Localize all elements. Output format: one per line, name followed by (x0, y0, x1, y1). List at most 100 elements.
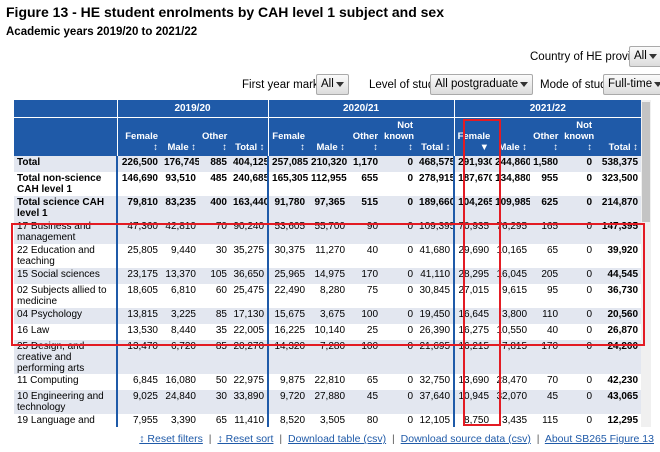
table-cell: 240,685 (233, 173, 269, 184)
table-cell: 0 (381, 268, 417, 284)
table-cell: 655 (361, 173, 379, 184)
table-cell: 70 (199, 220, 230, 244)
table-cell: 29,690 (453, 244, 493, 268)
table-cell: 10,550 (496, 325, 528, 336)
table-cell: 0 (407, 245, 414, 256)
table-cell: 0 (407, 415, 414, 426)
col-2020-male[interactable]: Male ↕ (308, 117, 349, 156)
col-2019-male[interactable]: Male ↕ (161, 117, 199, 156)
col-2021-not-known[interactable]: Not known ↕ (561, 117, 596, 156)
table-cell: 9,720 (267, 390, 309, 414)
col-2019-female[interactable]: Female ↕ (116, 117, 161, 156)
col-2021-male[interactable]: Male ↕ (492, 117, 531, 156)
row-subject: 10 Engineering and technology (14, 390, 117, 414)
table-cell: 112,955 (311, 173, 347, 184)
table-cell: 134,880 (495, 173, 531, 184)
table-cell: 65 (215, 415, 227, 426)
table-cell: 400 (199, 196, 230, 220)
row-subject: 25 Design, and creative and performing a… (14, 340, 117, 374)
row-subject: 02 Subjects allied to medicine (17, 285, 107, 307)
table-cell: 0 (561, 390, 596, 414)
table-row: 16 Law 13,530 8,440 35 22,005 16,225 10,140 25 0… (14, 324, 641, 340)
year-header-2021: 2021/22 (453, 100, 641, 118)
table-cell: 625 (530, 196, 562, 220)
enrolments-table: 2019/20 2020/21 2021/22 Female ↕ Male ↕ … (14, 100, 641, 427)
first-year-marker-select[interactable]: All (316, 74, 349, 95)
about-figure-link[interactable]: About SB265 Figure 13 (544, 433, 654, 445)
table-cell: 50 (215, 375, 227, 386)
row-subject: 16 Law (17, 325, 50, 336)
table-cell: 25 (366, 325, 379, 336)
table-cell: 53,605 (267, 220, 309, 244)
table-cell: 20,560 (595, 308, 641, 324)
table-cell: 16,225 (267, 324, 309, 340)
level-of-study-select[interactable]: All postgraduate (430, 74, 534, 95)
table-cell: 538,375 (595, 156, 641, 172)
table-cell: 104,265 (453, 196, 493, 220)
table-cell: 41,110 (416, 268, 455, 284)
chevron-down-icon (648, 54, 657, 59)
col-2020-total[interactable]: Total ↕ (416, 117, 455, 156)
table-cell: 32,750 (419, 375, 451, 386)
scrollbar-thumb[interactable] (642, 102, 650, 222)
chevron-down-icon (335, 82, 344, 87)
row-subject: 04 Psychology (14, 308, 117, 324)
download-source-link[interactable]: Download source data (csv) (400, 433, 531, 445)
table-cell: 3,800 (492, 308, 531, 324)
table-cell: 12,105 (419, 415, 451, 426)
table-cell: 11,410 (234, 415, 265, 426)
col-2020-female[interactable]: Female ↕ (267, 117, 309, 156)
table-cell: 26,870 (607, 325, 639, 336)
table-cell: 13,530 (116, 324, 161, 340)
col-2021-female[interactable]: Female ▼ (453, 117, 493, 156)
download-table-link[interactable]: Download table (csv) (288, 433, 387, 445)
col-2019-other[interactable]: Other ↕ (199, 117, 230, 156)
col-2021-total[interactable]: Total ↕ (595, 117, 641, 156)
table-cell: 90,240 (230, 220, 269, 244)
table-cell: 16,045 (492, 268, 531, 284)
table-cell: 16,645 (453, 308, 493, 324)
reset-filters-link[interactable]: ↕ Reset filters (139, 433, 203, 445)
table-cell: 105 (199, 268, 230, 284)
col-2020-other[interactable]: Other ↕ (348, 117, 382, 156)
reset-sort-link[interactable]: ↕ Reset sort (217, 433, 274, 445)
table-cell: 28,470 (496, 375, 528, 386)
mode-of-study-label: Mode of study (540, 79, 613, 91)
subject-column-header (14, 117, 117, 156)
table-cell: 47,360 (116, 220, 161, 244)
table-cell: 0 (586, 245, 593, 256)
table-cell: 10,140 (314, 325, 346, 336)
table-cell: 1,580 (530, 156, 562, 172)
table-cell: 0 (381, 308, 417, 324)
table-cell: 163,440 (230, 196, 269, 220)
data-table-container[interactable]: 2019/20 2020/21 2021/22 Female ↕ Male ↕ … (14, 100, 641, 427)
table-cell: 30,845 (419, 285, 451, 296)
table-cell: 27,015 (453, 284, 493, 308)
table-cell: 42,230 (607, 375, 639, 386)
table-cell: 0 (381, 156, 417, 172)
table-cell: 21,695 (416, 340, 455, 374)
table-cell: 70 (546, 375, 559, 386)
table-cell: 0 (586, 415, 593, 426)
table-cell: 13,470 (116, 340, 161, 374)
table-cell: 13,690 (453, 374, 493, 390)
col-2020-not-known[interactable]: Not known ↕ (381, 117, 417, 156)
table-cell: 40 (366, 245, 379, 256)
table-row: Total 226,500 176,745 885 404,125 257,085 210,… (14, 156, 641, 172)
table-cell: 0 (407, 173, 414, 184)
table-cell: 26,390 (419, 325, 451, 336)
table-cell: 165,305 (267, 172, 309, 196)
figure-subtitle: Academic years 2019/20 to 2021/22 (6, 26, 198, 38)
table-cell: 45 (348, 390, 382, 414)
mode-of-study-select[interactable]: Full-time (603, 74, 660, 95)
table-cell: 0 (381, 196, 417, 220)
col-2021-other[interactable]: Other ↕ (530, 117, 562, 156)
table-cell: 0 (407, 375, 414, 386)
provider-country-select[interactable]: All (629, 46, 660, 67)
table-cell: 91,780 (267, 196, 309, 220)
table-cell: 45 (530, 390, 562, 414)
table-cell: 0 (561, 308, 596, 324)
table-row: 11 Computing 6,845 16,080 50 22,975 9,875 22,8… (14, 374, 641, 390)
vertical-scrollbar[interactable] (641, 100, 651, 427)
col-2019-total[interactable]: Total ↕ (230, 117, 269, 156)
